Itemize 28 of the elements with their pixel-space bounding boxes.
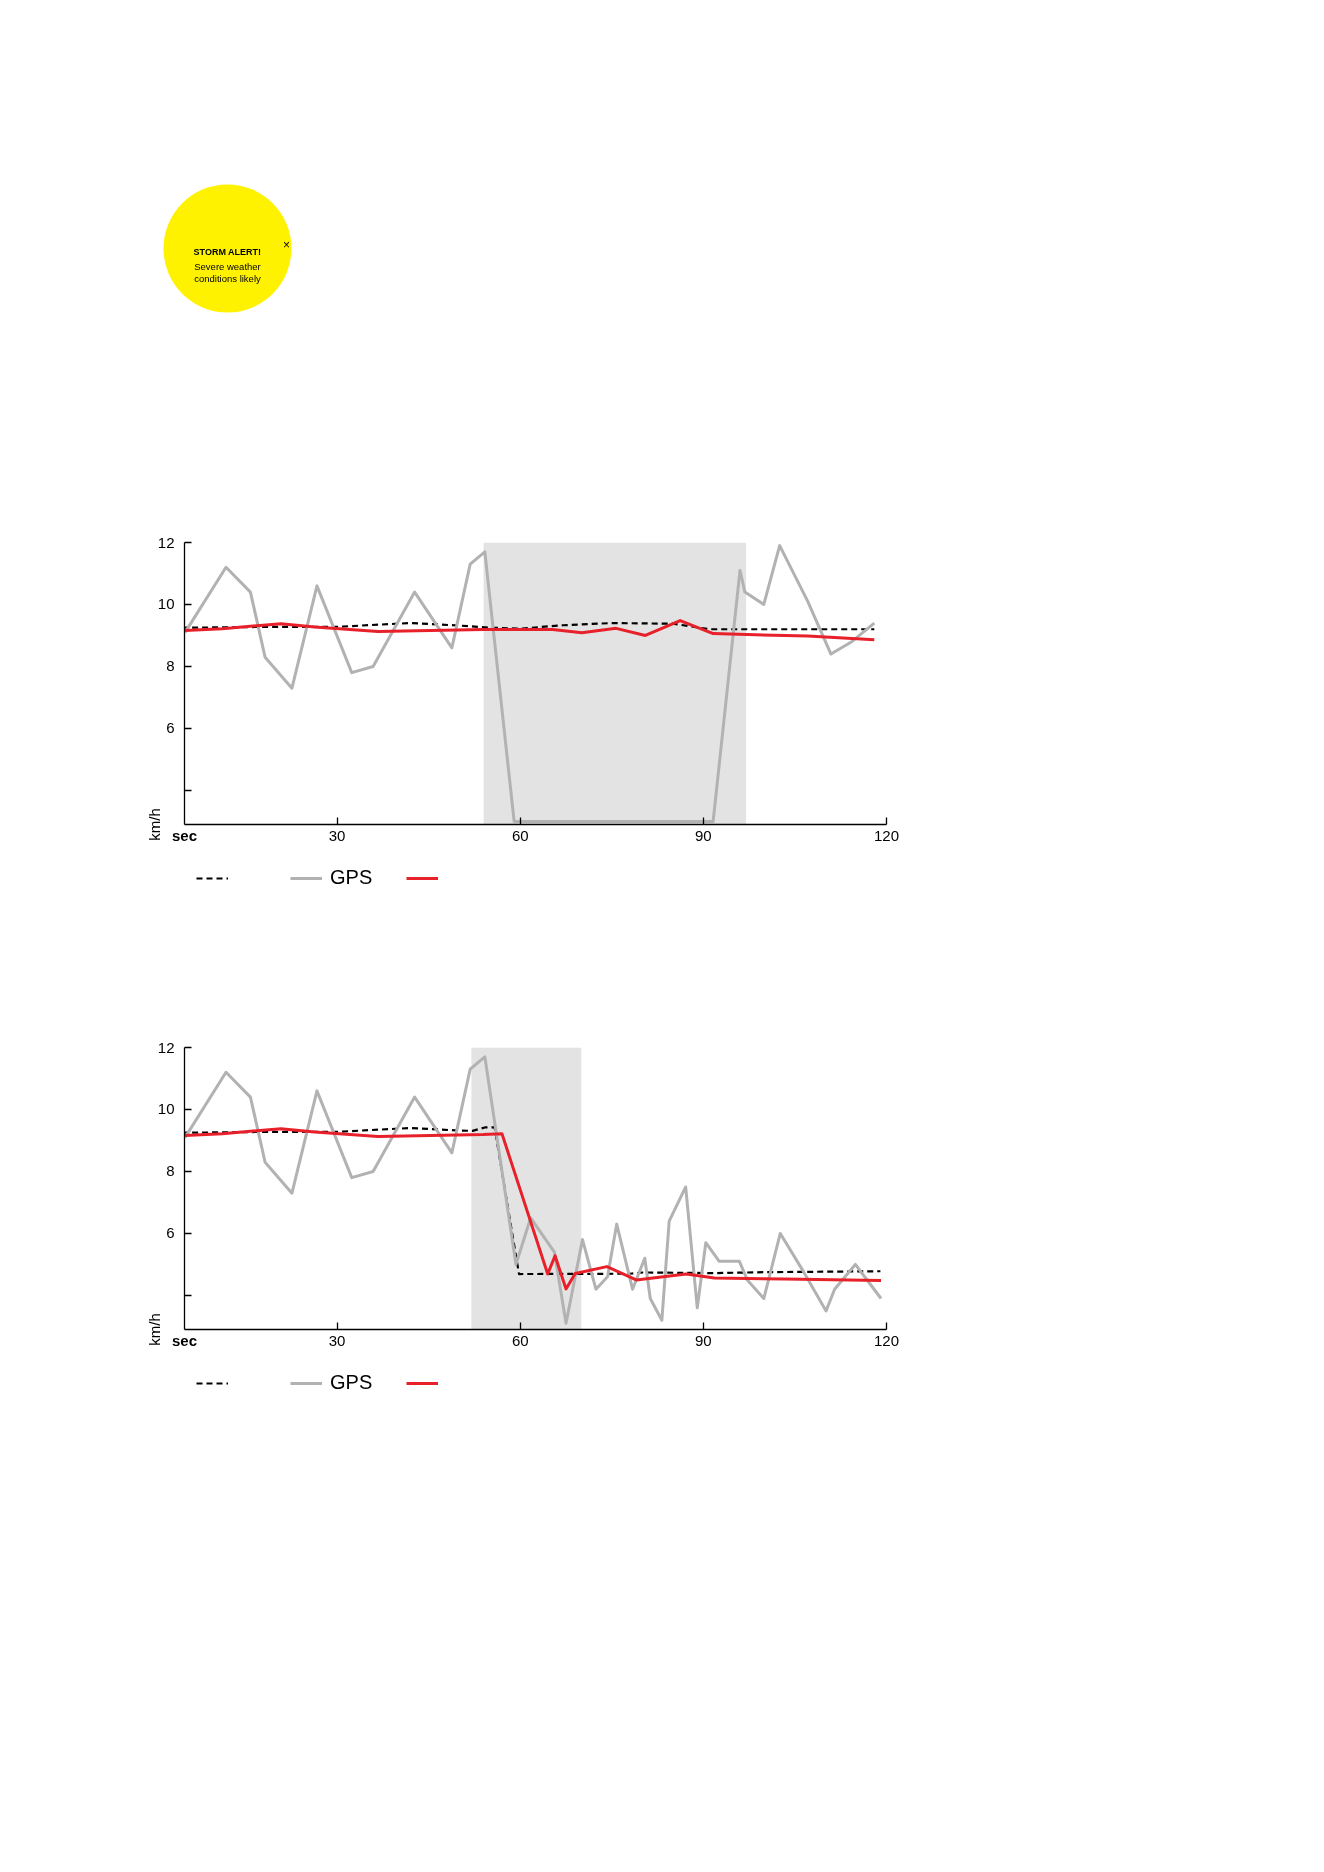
y-tick-label: 8 [166, 657, 175, 675]
y-tick-label: 10 [157, 595, 175, 613]
line-series [184, 544, 876, 823]
legend-label: GPS [330, 866, 373, 889]
y-tick-label: 6 [166, 1224, 175, 1242]
x-tick-label: 120 [873, 826, 900, 844]
x-tick-label: 60 [511, 826, 529, 844]
y-axis-title: km/h [145, 808, 163, 841]
line-series [184, 619, 876, 642]
y-tick-label: 10 [157, 1100, 175, 1118]
y-tick-label: 12 [157, 533, 175, 551]
x-axis-title: sec [171, 1331, 198, 1349]
text: STORM ALERT! [193, 246, 262, 257]
x-tick-label: 90 [695, 1331, 712, 1349]
legend-label: GPS [330, 1371, 373, 1394]
y-tick-label: 8 [166, 1162, 175, 1180]
x-axis-title: sec [171, 826, 198, 844]
x-tick-label: 30 [328, 1331, 346, 1349]
y-tick-label: 6 [166, 719, 175, 737]
x-tick-label: 60 [511, 1331, 529, 1349]
x-tick-label: 120 [873, 1331, 900, 1349]
y-tick-label: 12 [157, 1038, 175, 1056]
text: × [283, 237, 291, 252]
text: Severe weather conditions likely [194, 260, 262, 285]
y-axis-title: km/h [145, 1313, 163, 1346]
x-tick-label: 30 [328, 826, 346, 844]
line-series [184, 1055, 883, 1325]
x-tick-label: 90 [695, 826, 712, 844]
